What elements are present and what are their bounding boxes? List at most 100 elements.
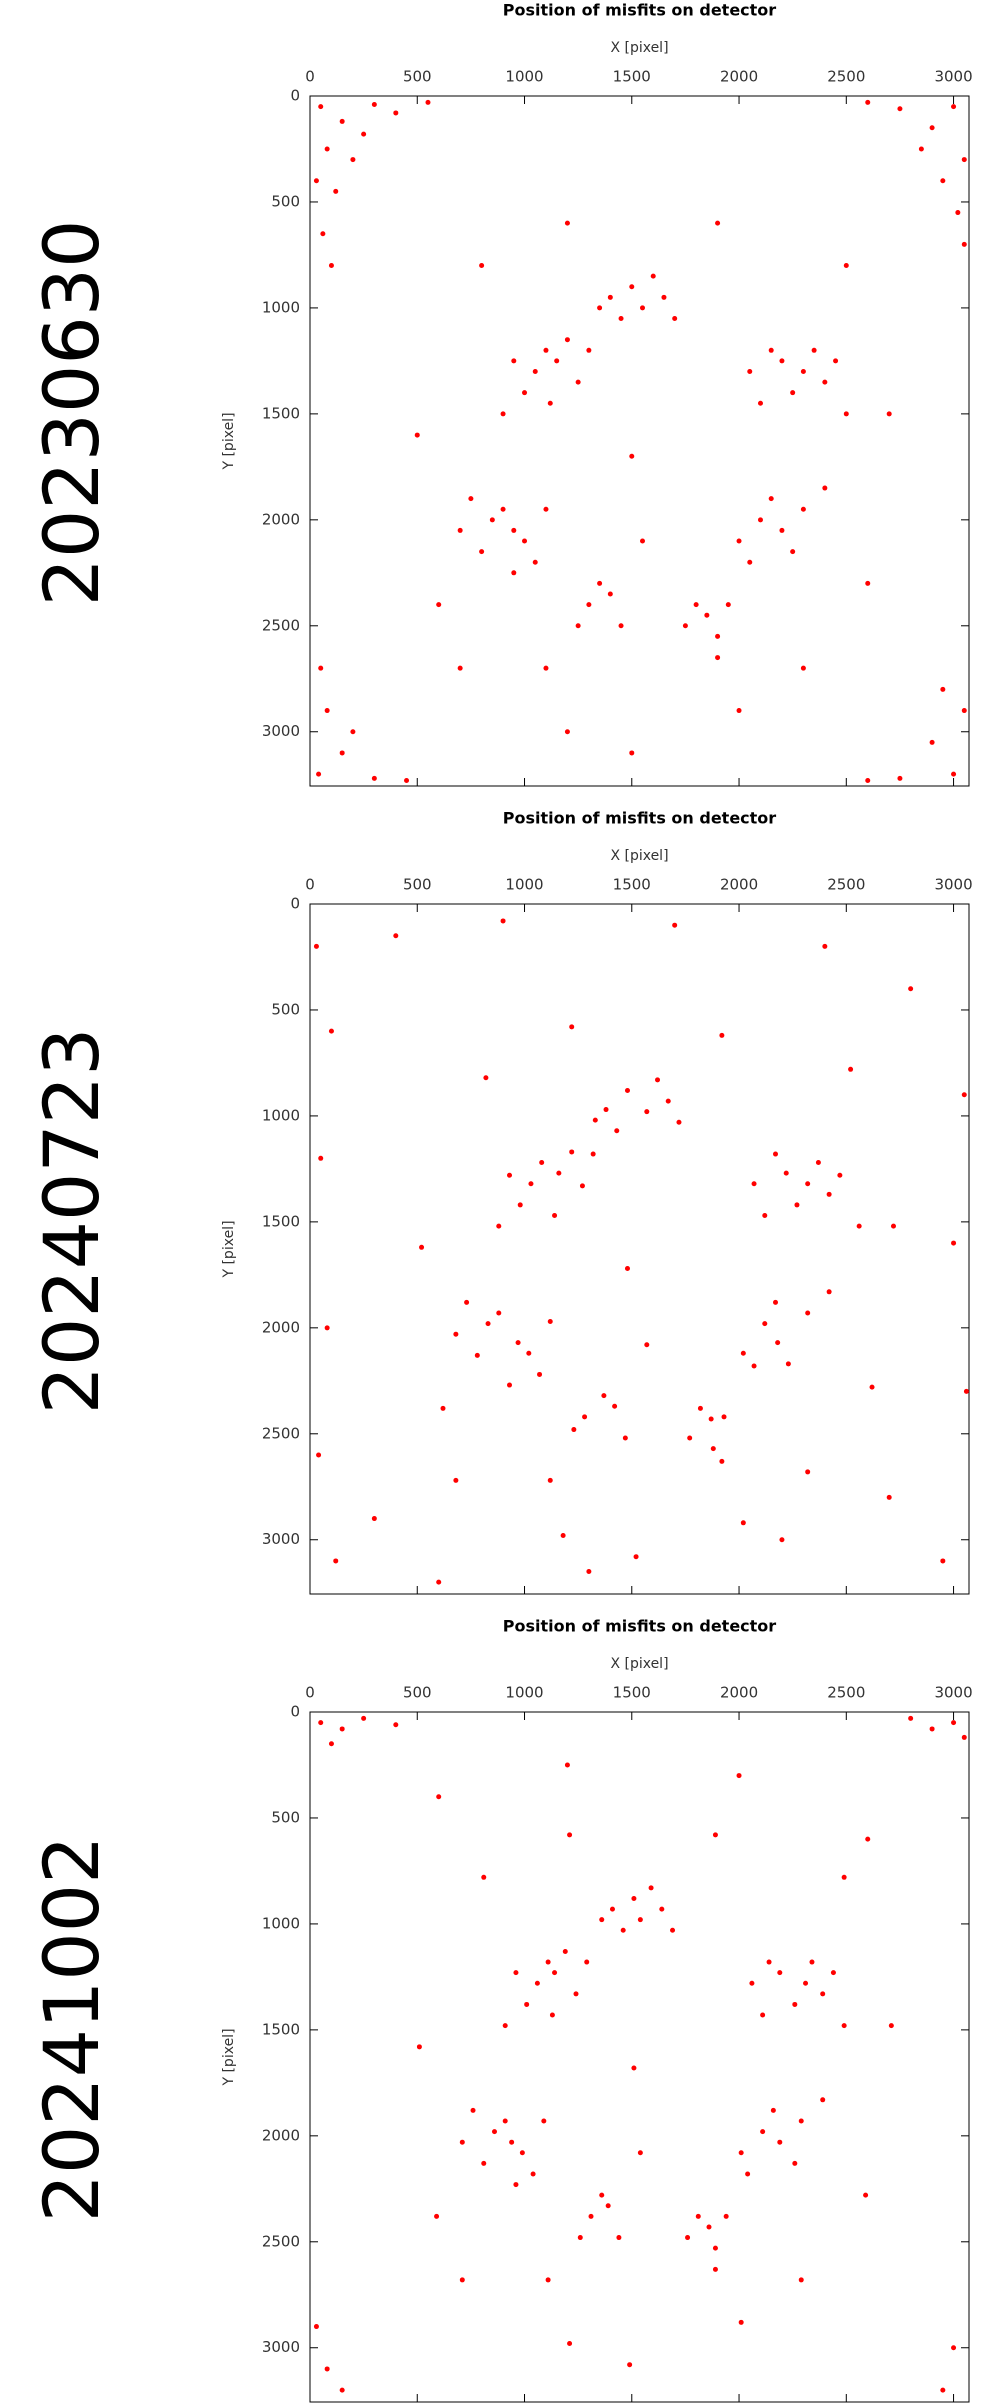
point (513, 1970, 519, 1976)
point (637, 1917, 643, 1923)
point (951, 104, 957, 110)
point (738, 2319, 744, 2325)
point (599, 2192, 605, 2198)
y-tick-label: 1500 (262, 2020, 300, 2038)
x-tick-label: 1000 (505, 1684, 543, 1702)
point (393, 110, 399, 116)
point (820, 1991, 826, 1997)
point (757, 517, 763, 523)
point (665, 1098, 671, 1104)
point (629, 453, 635, 459)
point (419, 1244, 425, 1250)
x-tick-label: 1000 (505, 68, 543, 86)
point (532, 368, 538, 374)
point (607, 294, 613, 300)
point (963, 1388, 969, 1394)
point (848, 1066, 854, 1072)
point (320, 231, 326, 237)
point (712, 2245, 718, 2251)
point (524, 2001, 530, 2007)
point (740, 1350, 746, 1356)
point (682, 623, 688, 629)
point (661, 294, 667, 300)
point (328, 1741, 334, 1747)
y-axis-label: Y [pixel] (221, 2028, 237, 2086)
point (792, 2001, 798, 2007)
point (569, 1149, 575, 1155)
point (507, 1172, 513, 1178)
x-tick-label: 3000 (934, 876, 972, 894)
point (496, 1310, 502, 1316)
point (481, 1874, 487, 1880)
point (601, 1393, 607, 1399)
point (528, 1181, 534, 1187)
point (339, 750, 345, 756)
point (586, 347, 592, 353)
y-tick-label: 2500 (262, 616, 300, 634)
point (783, 1170, 789, 1176)
point (725, 602, 731, 608)
point (532, 559, 538, 565)
point (404, 777, 410, 783)
point (631, 2065, 637, 2071)
point (715, 220, 721, 226)
point (543, 665, 549, 671)
point (644, 1109, 650, 1115)
point (715, 633, 721, 639)
point (468, 496, 474, 502)
point (491, 2129, 497, 2135)
point (453, 1477, 459, 1483)
point (762, 1213, 768, 1219)
point (567, 2341, 573, 2347)
point (805, 1469, 811, 1475)
point (805, 1181, 811, 1187)
point (940, 686, 946, 692)
point (575, 623, 581, 629)
chart-title: Position of misfits on detector (503, 809, 777, 828)
y-tick-label: 1000 (262, 1914, 300, 1932)
point (951, 1720, 957, 1726)
point (865, 777, 871, 783)
point (567, 1832, 573, 1838)
point (318, 665, 324, 671)
point (564, 337, 570, 343)
point (592, 1117, 598, 1123)
point (599, 1917, 605, 1923)
x-tick-label: 500 (403, 876, 432, 894)
point (509, 2139, 515, 2145)
point (564, 729, 570, 735)
point (886, 1494, 892, 1500)
point (768, 347, 774, 353)
point (489, 517, 495, 523)
point (655, 1077, 661, 1083)
point (534, 1980, 540, 1986)
point (770, 2107, 776, 2113)
point (805, 1310, 811, 1316)
point (940, 1558, 946, 1564)
point (371, 1516, 377, 1522)
point (777, 2139, 783, 2145)
point (624, 1265, 630, 1271)
point (507, 1382, 513, 1388)
point (712, 2266, 718, 2272)
point (800, 665, 806, 671)
point (773, 1299, 779, 1305)
x-tick-label: 2500 (827, 876, 865, 894)
point (328, 1028, 334, 1034)
point (350, 157, 356, 163)
y-tick-label: 2500 (262, 1424, 300, 1442)
point (897, 106, 903, 112)
point (324, 2366, 330, 2372)
point (393, 933, 399, 939)
point (318, 1720, 324, 1726)
point (416, 2044, 422, 2050)
x-tick-label: 3000 (934, 68, 972, 86)
point (479, 549, 485, 555)
x-tick-label: 1500 (613, 876, 651, 894)
point (706, 2224, 712, 2230)
point (609, 1906, 615, 1912)
point (768, 496, 774, 502)
point (779, 527, 785, 533)
x-tick-label: 0 (305, 1684, 315, 1702)
y-tick-label: 2000 (262, 2126, 300, 2144)
